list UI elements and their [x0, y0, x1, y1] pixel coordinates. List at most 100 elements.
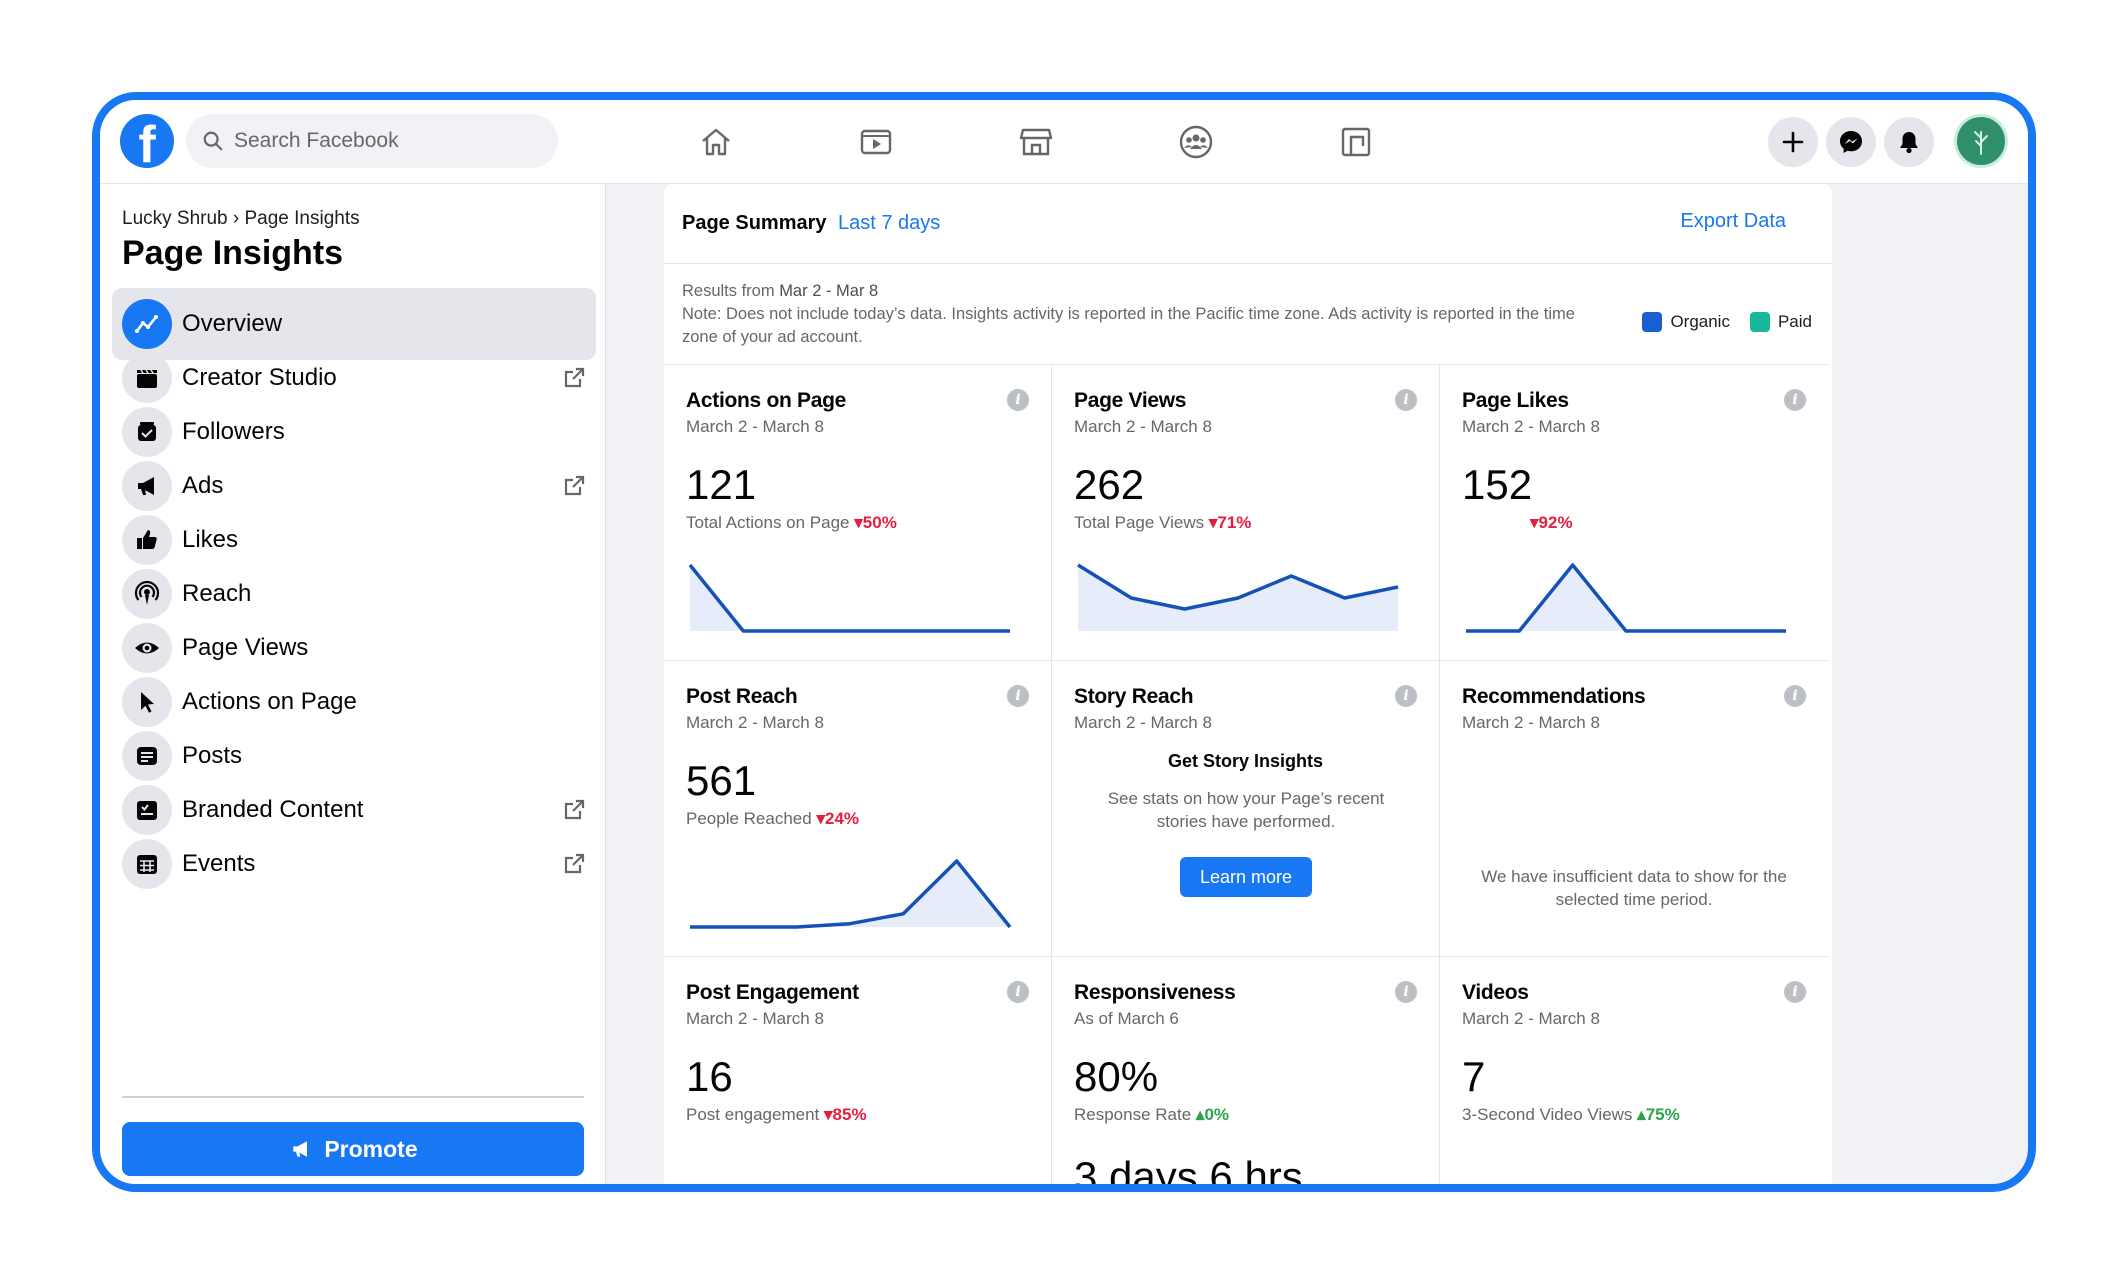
sidebar-item-label: Page Views [182, 634, 309, 661]
legend-label: Organic [1670, 312, 1730, 331]
metric-label: Post engagement [686, 1105, 820, 1124]
legend-paid: Paid [1749, 312, 1812, 332]
page-summary-panel: Page Summary Last 7 days Export Data Res… [664, 184, 1832, 1192]
card-title: Story Reach [1074, 685, 1194, 708]
story-insights-text: See stats on how your Page’s recent stor… [1107, 789, 1385, 831]
marketplace-icon[interactable] [1014, 120, 1058, 164]
card-recommendations[interactable]: Recommendations March 2 - March 8 i We h… [1440, 660, 1828, 956]
megaphone-icon [293, 1141, 308, 1157]
info-icon[interactable]: i [1395, 685, 1417, 707]
card-page-likes[interactable]: Page Likes March 2 - March 8 i 152 ▾92% [1440, 364, 1828, 660]
metric-label: Total Page Views [1074, 513, 1205, 532]
card-date: As of March 6 [1074, 1009, 1179, 1028]
external-link-icon[interactable] [560, 850, 588, 878]
info-icon[interactable]: i [1784, 685, 1806, 707]
sidebar-item-label: Overview [182, 310, 283, 337]
sparkline-line [1077, 563, 1399, 611]
info-icon[interactable]: i [1395, 981, 1417, 1003]
posts-icon [122, 731, 172, 781]
sidebar-item-label: Reach [182, 580, 252, 607]
info-icon[interactable]: i [1395, 389, 1417, 411]
sparkline [1466, 563, 1786, 633]
create-button[interactable] [1768, 117, 1818, 167]
external-link-icon[interactable] [560, 796, 588, 824]
info-icon[interactable]: i [1784, 389, 1806, 411]
info-icon[interactable]: i [1007, 389, 1029, 411]
sparkline [688, 563, 1010, 633]
change-down: ▾24% [816, 809, 860, 828]
card-metric: Post engagement ▾85% [686, 1105, 867, 1125]
change-value: 24% [825, 809, 860, 828]
card-title: Post Reach [686, 685, 798, 708]
change-value: 50% [862, 513, 897, 532]
sidebar-item-branded-content[interactable]: Branded Content [112, 774, 596, 846]
watch-icon[interactable] [854, 120, 898, 164]
breadcrumb[interactable]: Lucky Shrub › Page Insights [122, 208, 360, 229]
sidebar-item-reach[interactable]: Reach [112, 558, 596, 630]
trend-icon [122, 299, 172, 349]
sidebar-item-events[interactable]: Events [112, 828, 596, 900]
info-icon[interactable]: i [1007, 685, 1029, 707]
card-post-reach[interactable]: Post Reach March 2 - March 8 i 561 Peopl… [664, 660, 1052, 956]
sidebar-item-label: Posts [182, 742, 243, 769]
legend-swatch-organic [1642, 312, 1663, 332]
cursor-icon [122, 677, 172, 727]
card-date: March 2 - March 8 [1462, 1009, 1600, 1028]
home-icon[interactable] [694, 120, 738, 164]
facebook-logo[interactable]: f [120, 114, 174, 168]
plus-icon [1782, 131, 1804, 153]
learn-more-button[interactable]: Learn more [1180, 857, 1312, 897]
date-range-selector[interactable]: Last 7 days [838, 212, 941, 234]
card-metric: Total Actions on Page ▾50% [686, 513, 897, 533]
sparkline-area [1466, 565, 1786, 631]
sidebar-item-overview[interactable]: Overview [112, 288, 596, 360]
card-responsiveness[interactable]: Responsiveness As of March 6 i 80% Respo… [1052, 956, 1440, 1192]
info-icon[interactable]: i [1007, 981, 1029, 1003]
sidebar-item-posts[interactable]: Posts [112, 720, 596, 792]
summary-note: Note: Does not include today’s data. Ins… [682, 305, 1575, 346]
sidebar-item-followers[interactable]: Followers [112, 396, 596, 468]
card-page-views[interactable]: Page Views March 2 - March 8 i 262 Total… [1052, 364, 1440, 660]
sidebar-item-label: Likes [182, 526, 239, 553]
card-date: March 2 - March 8 [1074, 417, 1212, 436]
messenger-button[interactable] [1826, 117, 1876, 167]
sidebar-item-ads[interactable]: Ads [112, 450, 596, 522]
sidebar-item-label: Followers [182, 418, 285, 445]
card-metric: 3-Second Video Views ▴75% [1462, 1105, 1680, 1125]
groups-icon[interactable] [1174, 120, 1218, 164]
profile-avatar[interactable] [1954, 114, 2008, 168]
card-title: Page Likes [1462, 389, 1569, 412]
search-input[interactable] [234, 129, 534, 153]
sidebar-item-creator-studio[interactable]: Creator Studio [112, 342, 596, 414]
card-metric: People Reached ▾24% [686, 809, 859, 829]
messenger-icon [1840, 131, 1862, 153]
export-data-link[interactable]: Export Data [1680, 210, 1786, 232]
promote-button[interactable]: Promote [122, 1122, 584, 1176]
card-post-engagement[interactable]: Post Engagement March 2 - March 8 i 16 P… [664, 956, 1052, 1192]
search-box[interactable] [186, 114, 558, 168]
gaming-icon[interactable] [1334, 120, 1378, 164]
sparkline-partial [686, 1175, 1016, 1192]
summary-notes: Results from Mar 2 - Mar 8 Note: Does no… [682, 280, 1582, 349]
info-icon[interactable]: i [1784, 981, 1806, 1003]
card-story-reach[interactable]: Story Reach March 2 - March 8 i Get Stor… [1052, 660, 1440, 956]
calendar-icon [122, 839, 172, 889]
results-range: Mar 2 - Mar 8 [779, 282, 879, 300]
legend-label: Paid [1777, 312, 1812, 331]
sparkline-area [690, 565, 1010, 631]
sparkline-partial [1462, 1175, 1792, 1192]
sidebar-item-likes[interactable]: Likes [112, 504, 596, 576]
external-link-icon[interactable] [560, 364, 588, 392]
sparkline-line [688, 563, 1010, 633]
metric-label: 3-Second Video Views [1462, 1105, 1633, 1124]
response-time-value: 3 days 6 hrs [1074, 1153, 1303, 1192]
card-actions-on-page[interactable]: Actions on Page March 2 - March 8 i 121 … [664, 364, 1052, 660]
sidebar-item-actions-on-page[interactable]: Actions on Page [112, 666, 596, 738]
legend: Organic Paid [1622, 312, 1812, 332]
card-videos[interactable]: Videos March 2 - March 8 i 7 3-Second Vi… [1440, 956, 1828, 1192]
sidebar-item-page-views[interactable]: Page Views [112, 612, 596, 684]
sidebar-divider [122, 1096, 584, 1098]
external-link-icon[interactable] [560, 472, 588, 500]
card-date: March 2 - March 8 [686, 1009, 824, 1028]
notifications-button[interactable] [1884, 117, 1934, 167]
